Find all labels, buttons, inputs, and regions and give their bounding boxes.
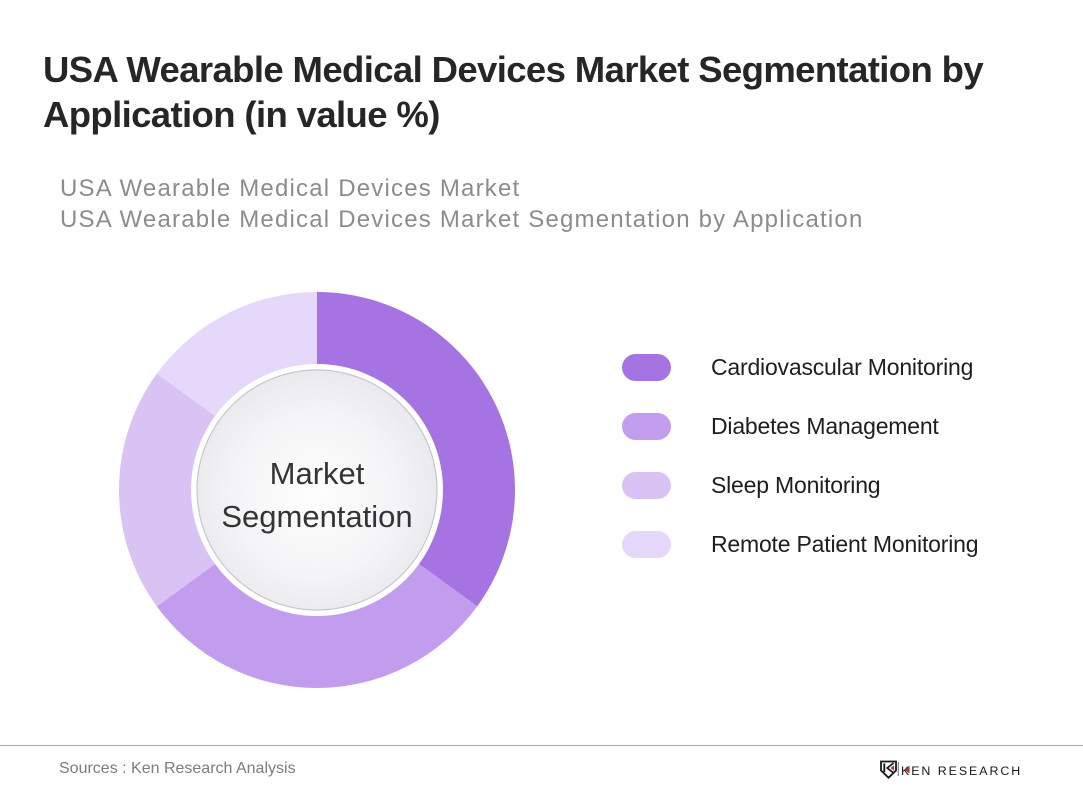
subtitle-line-2: USA Wearable Medical Devices Market Segm… — [60, 206, 864, 233]
page-title: USA Wearable Medical Devices Market Segm… — [43, 48, 984, 136]
logo-separator — [897, 762, 899, 776]
legend-swatch — [622, 354, 671, 381]
svg-text:KEN RESEARCH: KEN RESEARCH — [901, 764, 1022, 778]
donut-svg — [119, 292, 515, 688]
legend-item-cardiovascular-monitoring: Cardiovascular Monitoring — [622, 354, 978, 381]
legend-label: Remote Patient Monitoring — [711, 531, 979, 557]
legend-item-sleep-monitoring: Sleep Monitoring — [622, 472, 978, 499]
chart-subtitle: USA Wearable Medical Devices Market USA … — [60, 173, 864, 235]
ken-research-logo: KEN RESEARCH — [880, 760, 1022, 779]
subtitle-line-1: USA Wearable Medical Devices Market — [60, 175, 521, 202]
legend-item-diabetes-management: Diabetes Management — [622, 413, 978, 440]
legend-swatch — [622, 413, 671, 440]
ken-research-emblem — [880, 760, 897, 779]
legend-label: Cardiovascular Monitoring — [711, 354, 974, 380]
legend-swatch — [622, 531, 671, 558]
footer-divider — [0, 745, 1083, 746]
donut-center-circle — [196, 369, 438, 611]
legend-item-remote-patient-monitoring: Remote Patient Monitoring — [622, 531, 979, 558]
donut-center-label: Market Segmentation — [221, 455, 413, 534]
chart-legend: Cardiovascular Monitoring Diabetes Manag… — [622, 354, 979, 590]
donut-chart: Market Segmentation — [119, 292, 515, 688]
ken-research-wordmark: KEN RESEARCH — [901, 764, 1022, 778]
legend-label: Sleep Monitoring — [711, 472, 881, 498]
sources-note: Sources : Ken Research Analysis — [59, 760, 296, 777]
legend-swatch — [622, 472, 671, 499]
legend-label: Diabetes Management — [711, 413, 939, 439]
